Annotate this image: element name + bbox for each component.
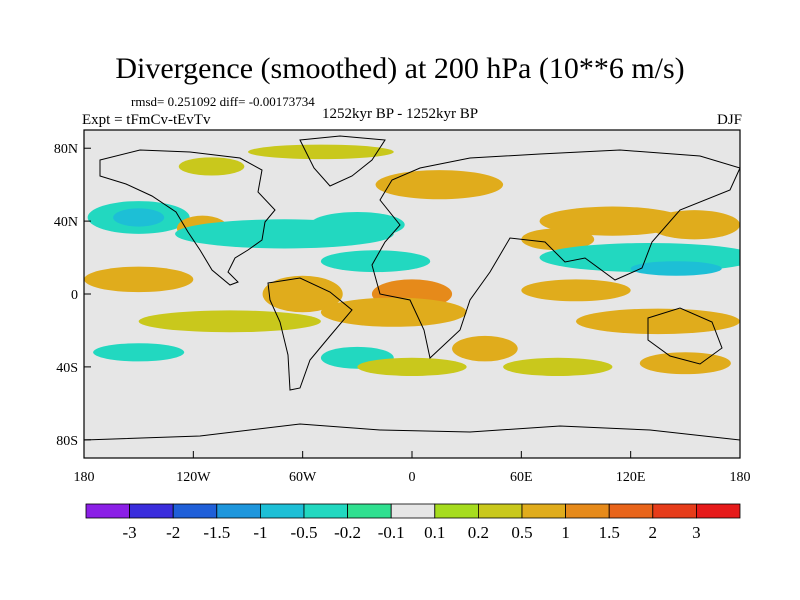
chart-title: Divergence (smoothed) at 200 hPa (10**6 …: [115, 52, 685, 85]
colorbar-swatch-7: [390, 503, 436, 519]
y-tick-label-3: 40S: [56, 361, 78, 376]
divergence-field: [84, 144, 740, 376]
coastlines: [84, 135, 740, 441]
coastline-south-america: [267, 277, 353, 391]
colorbar-label-2: -1.5: [203, 523, 230, 542]
colorbar-label-0: -3: [123, 523, 137, 542]
y-tick-label-0: 80N: [54, 142, 78, 157]
divergence-region-7: [248, 144, 394, 160]
colorbar-label-5: -0.2: [334, 523, 361, 542]
colorbar-label-1: -2: [166, 523, 180, 542]
colorbar-swatch-12: [608, 503, 654, 519]
coastline-north-america: [99, 149, 276, 286]
divergence-region-18: [320, 297, 467, 327]
divergence-region-6: [375, 170, 504, 200]
x-tick-label-5: 120E: [616, 470, 646, 485]
divergence-region-8: [178, 157, 245, 176]
divergence-region-25: [357, 357, 467, 376]
colorbar-label-7: 0.1: [424, 523, 445, 542]
divergence-region-10: [648, 210, 740, 240]
colorbar-label-12: 2: [649, 523, 658, 542]
divergence-region-5: [320, 250, 431, 273]
divergence-region-17: [521, 279, 631, 302]
colorbar-label-6: -0.1: [378, 523, 405, 542]
period-label: 1252kyr BP - 1252kyr BP: [322, 106, 479, 122]
colorbar-swatch-10: [521, 503, 566, 519]
colorbar-swatch-3: [216, 503, 261, 519]
colorbar-swatch-0: [85, 503, 130, 519]
y-tick-label-4: 80S: [56, 434, 78, 449]
stats-line: rmsd= 0.251092 diff= -0.00173734: [131, 94, 315, 109]
y-tick-label-1: 40N: [54, 215, 78, 230]
colorbar-label-9: 0.5: [511, 523, 532, 542]
divergence-region-15: [262, 275, 343, 313]
divergence-region-23: [452, 335, 518, 362]
colorbar-swatch-6: [347, 503, 392, 519]
colorbar-swatch-5: [303, 503, 348, 519]
colorbar-label-3: -1: [253, 523, 267, 542]
coastline-antarctica: [84, 423, 740, 441]
colorbar-swatch-2: [172, 503, 218, 519]
divergence-region-13: [630, 261, 722, 276]
colorbar-label-10: 1: [561, 523, 570, 542]
colorbar-label-13: 3: [692, 523, 701, 542]
divergence-region-11: [521, 228, 595, 251]
x-axis-ticks: 180 120W 60W 0 60E 120E 180: [74, 451, 751, 485]
coastline-australia: [647, 307, 723, 365]
colorbar-swatch-4: [259, 503, 305, 519]
colorbar-swatch-14: [696, 503, 741, 519]
divergence-region-1: [113, 208, 165, 227]
y-tick-label-2: 0: [71, 288, 78, 303]
colorbar-label-4: -0.5: [291, 523, 318, 542]
x-tick-label-2: 60W: [289, 470, 317, 485]
divergence-region-19: [138, 310, 321, 333]
divergence-region-24: [639, 352, 731, 375]
colorbar-swatch-13: [652, 503, 697, 519]
divergence-region-20: [576, 308, 740, 335]
season-label: DJF: [716, 112, 742, 128]
coastline-greenland: [299, 135, 386, 187]
experiment-label: Expt = tFmCv-tEvTv: [82, 112, 211, 128]
x-tick-label-3: 0: [409, 470, 416, 485]
x-tick-label-6: 180: [730, 470, 751, 485]
colorbar-label-8: 0.2: [468, 523, 489, 542]
y-axis-ticks: 80N 40N 0 40S 80S: [54, 142, 91, 449]
divergence-region-9: [539, 206, 686, 236]
divergence-region-14: [84, 266, 194, 293]
x-tick-label-1: 120W: [176, 470, 211, 485]
colorbar-swatch-8: [434, 503, 479, 519]
x-tick-label-0: 180: [74, 470, 95, 485]
coastline-eurasia-africa: [371, 149, 740, 359]
x-tick-label-4: 60E: [510, 470, 533, 485]
colorbar: -3 -2 -1.5 -1 -0.5 -0.2 -0.1 0.1 0.2 0.5 1 1.5 2 3: [85, 503, 741, 542]
divergence-region-21: [93, 343, 185, 362]
colorbar-swatch-9: [477, 503, 523, 519]
colorbar-swatch-11: [565, 503, 610, 519]
colorbar-swatch-1: [129, 503, 174, 519]
colorbar-label-11: 1.5: [599, 523, 620, 542]
divergence-region-4: [309, 212, 405, 238]
divergence-region-26: [503, 357, 613, 376]
